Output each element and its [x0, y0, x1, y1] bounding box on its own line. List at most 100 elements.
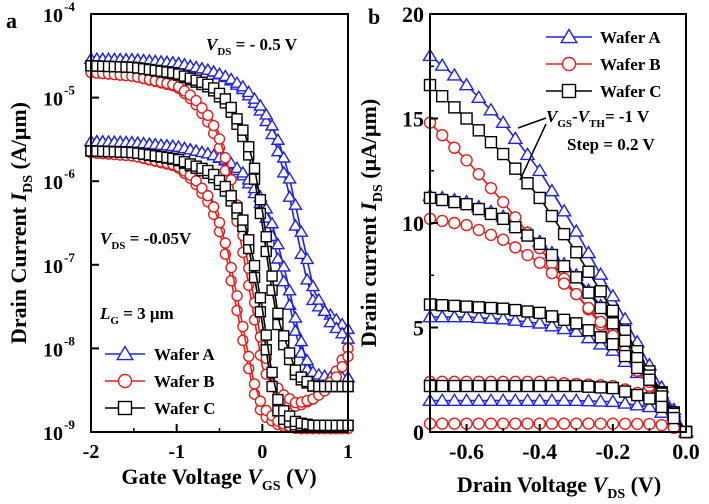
annotation-vds-high: VDS = - 0.5 V [206, 35, 298, 58]
data-point [288, 218, 303, 231]
data-point [470, 310, 487, 324]
data-point [202, 190, 214, 202]
data-point [594, 301, 607, 315]
data-point [521, 177, 534, 190]
data-point [219, 152, 232, 164]
data-point [643, 373, 656, 386]
data-point [460, 112, 473, 125]
data-point [248, 259, 261, 272]
legend-b-wafer-a: Wafer A [600, 28, 661, 47]
data-point [631, 361, 644, 375]
panel-a-x-ticks: -2 -1 0 1 [83, 424, 353, 463]
data-point [483, 310, 499, 324]
data-point [330, 371, 343, 383]
data-point [533, 191, 546, 205]
data-point [470, 89, 487, 103]
data-point [582, 265, 595, 278]
data-point [496, 212, 510, 226]
data-point [225, 190, 237, 202]
data-point [190, 94, 202, 107]
panel-a-plot-area [83, 51, 356, 435]
data-point [336, 361, 348, 373]
data-point [545, 248, 559, 262]
panel-b-y-axis-label: Drain current IDS (μA/μm) [356, 99, 386, 347]
data-point [264, 216, 280, 229]
data-point [484, 228, 498, 242]
data-point [207, 119, 220, 132]
legend-b-wafer-b: Wafer B [600, 55, 661, 74]
data-point [231, 202, 243, 214]
data-point [435, 193, 449, 207]
data-point [556, 392, 572, 407]
data-point [509, 417, 522, 430]
x-tick-label: -0.2 [595, 439, 630, 464]
data-point [305, 279, 321, 292]
y-tick-label: 10 [43, 172, 63, 194]
data-point [495, 392, 511, 407]
data-point [519, 314, 536, 328]
data-point [570, 287, 583, 301]
data-point [237, 124, 249, 136]
data-point [484, 379, 498, 393]
data-point [582, 301, 595, 315]
y-tick-exponent: -7 [64, 250, 75, 265]
data-point [496, 195, 510, 209]
legend-a-wafer-b: Wafer B [154, 372, 215, 391]
panel-b-x-ticks: -0.6 -0.4 -0.2 0.0 [429, 424, 700, 464]
data-point [557, 259, 571, 273]
data-point [545, 379, 559, 393]
data-point [594, 315, 607, 329]
data-point [329, 321, 344, 334]
data-point [545, 209, 559, 223]
y-tick-label: 10 [43, 256, 63, 278]
panel-a-y-axis-label: Drain Current IDS (A/μm) [6, 102, 36, 344]
data-point [544, 183, 560, 197]
data-point [509, 241, 522, 254]
data-point [507, 131, 524, 145]
data-point [294, 224, 309, 237]
data-point [617, 395, 633, 409]
data-point [213, 216, 226, 229]
data-point [483, 392, 499, 407]
series-line [430, 399, 687, 433]
panel-b-series-0-curve-3 [422, 392, 694, 438]
data-point [570, 417, 583, 430]
data-point [266, 380, 278, 393]
data-point [254, 194, 267, 206]
data-point [495, 311, 511, 325]
data-point [521, 248, 534, 262]
data-point [446, 392, 463, 407]
data-point [276, 150, 291, 163]
data-point [243, 350, 255, 363]
data-point [496, 417, 510, 430]
data-point [618, 385, 632, 398]
data-point [202, 109, 214, 122]
x-tick-label: -0.6 [449, 439, 484, 464]
data-point [323, 315, 338, 328]
data-point [460, 218, 473, 232]
data-point [248, 162, 261, 175]
data-point [484, 417, 498, 430]
data-point [434, 392, 451, 407]
y-tick-label: 10 [43, 5, 63, 27]
data-point [519, 392, 536, 407]
data-point [580, 330, 597, 344]
x-tick-label: -1 [168, 441, 185, 463]
panel-a-series-0-curve-2 [83, 134, 356, 383]
data-point [311, 292, 327, 305]
annotation-arrow-line-2 [519, 123, 547, 181]
data-point [282, 171, 297, 184]
data-point [248, 378, 261, 390]
data-point [582, 417, 595, 430]
data-point [472, 202, 485, 216]
y-tick-label: 20 [402, 2, 424, 27]
data-point [617, 311, 633, 325]
data-point [289, 364, 302, 376]
data-point [570, 271, 583, 284]
data-point [448, 101, 461, 114]
panel-b-plot-area [422, 48, 694, 439]
data-point [231, 290, 243, 302]
panel-b-series-2-curve-0 [423, 78, 693, 439]
legend-marker [559, 28, 579, 44]
